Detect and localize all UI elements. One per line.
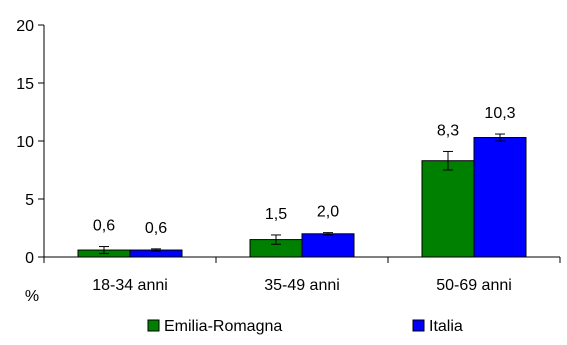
data-label: 8,3 xyxy=(437,122,459,139)
data-label: 10,3 xyxy=(484,105,515,122)
x-category-label: 18-34 anni xyxy=(92,277,168,294)
x-category-label: 35-49 anni xyxy=(264,277,340,294)
data-label: 2,0 xyxy=(317,204,339,221)
y-tick-label: 0 xyxy=(25,250,34,267)
x-category-label: 50-69 anni xyxy=(436,277,512,294)
legend-swatch-emilia-romagna xyxy=(147,319,160,332)
y-tick-label: 20 xyxy=(16,18,34,35)
bar-emilia-romagna-2 xyxy=(421,160,475,258)
y-tick-label: 15 xyxy=(16,76,34,93)
data-label: 0,6 xyxy=(145,220,167,237)
y-tick-label: 10 xyxy=(16,134,34,151)
legend-label: Emilia-Romagna xyxy=(164,318,282,335)
data-label: 1,5 xyxy=(265,206,287,223)
bar-italia-2 xyxy=(473,137,527,258)
unit-label: % xyxy=(25,288,39,305)
y-tick-label: 5 xyxy=(25,192,34,209)
data-label: 0,6 xyxy=(93,218,115,235)
legend-swatch-italia xyxy=(412,319,425,332)
bar-italia-1 xyxy=(301,233,355,258)
legend-label: Italia xyxy=(429,318,463,335)
